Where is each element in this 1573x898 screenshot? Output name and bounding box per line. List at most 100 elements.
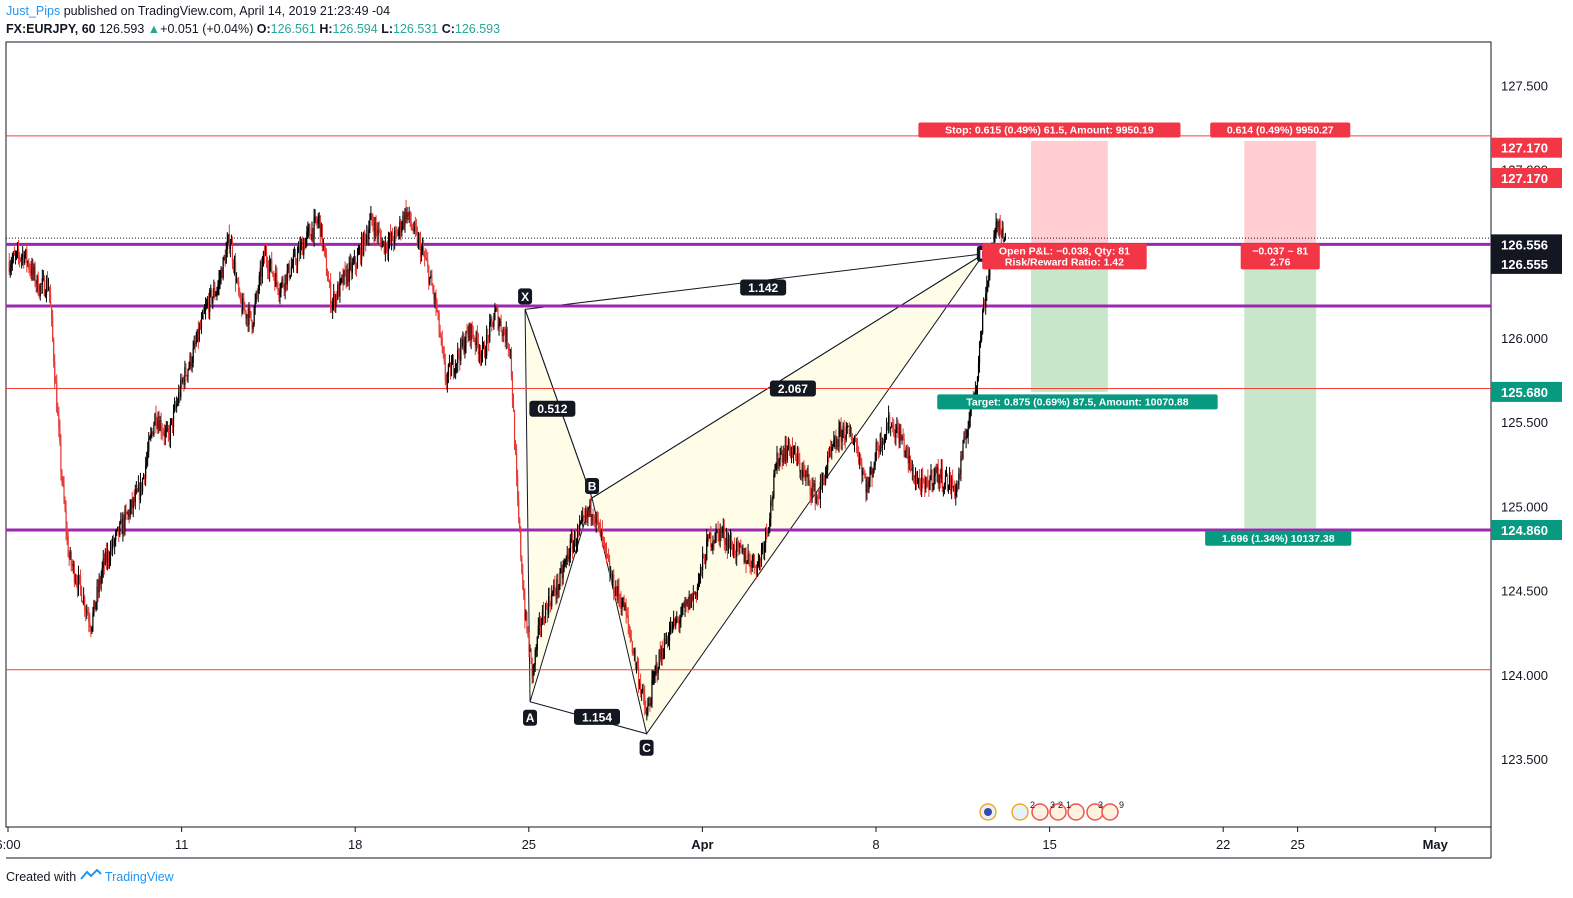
event-icon[interactable] bbox=[1049, 803, 1067, 821]
candle-body bbox=[667, 641, 670, 644]
candle-body bbox=[915, 475, 918, 484]
event-icon[interactable] bbox=[1031, 803, 1049, 821]
candle-body bbox=[837, 444, 839, 447]
high-value: 126.594 bbox=[332, 22, 378, 36]
candle-body bbox=[250, 311, 252, 321]
stop-zone[interactable] bbox=[1031, 140, 1108, 246]
candle-body bbox=[109, 547, 112, 561]
candle-body bbox=[748, 553, 750, 560]
ratio-label[interactable] bbox=[740, 279, 787, 296]
candle-body bbox=[36, 275, 38, 285]
candle-body bbox=[209, 291, 211, 313]
candle-body bbox=[426, 257, 428, 261]
candle-body bbox=[433, 290, 435, 300]
candle-body bbox=[988, 274, 990, 281]
pattern-point-b[interactable] bbox=[585, 477, 600, 494]
event-icon[interactable] bbox=[1101, 803, 1119, 821]
target-badge[interactable] bbox=[937, 394, 1218, 410]
event-count: 2 bbox=[1030, 800, 1035, 810]
candle-body bbox=[356, 255, 359, 268]
pnl-badge[interactable] bbox=[1240, 243, 1320, 270]
price-axis-badge-text: 124.860 bbox=[1501, 523, 1548, 538]
candle-body bbox=[330, 282, 332, 307]
tradingview-logo-icon[interactable] bbox=[79, 868, 105, 884]
candle-body bbox=[1004, 234, 1006, 240]
price-chart[interactable]: 127.500127.000126.500126.000125.500125.0… bbox=[0, 0, 1573, 862]
event-icon[interactable] bbox=[1067, 803, 1085, 821]
candle-body bbox=[720, 528, 722, 533]
events-row[interactable] bbox=[979, 803, 1119, 821]
candle-body bbox=[982, 311, 984, 333]
candle-body bbox=[497, 310, 499, 329]
candle-body bbox=[332, 301, 334, 310]
candle-body bbox=[987, 280, 989, 286]
candle-body bbox=[559, 571, 561, 586]
candle-body bbox=[227, 234, 229, 242]
candle-body bbox=[709, 532, 711, 539]
candle-body bbox=[79, 576, 82, 587]
candle-body bbox=[341, 275, 343, 279]
tradingview-brand[interactable]: TradingView bbox=[104, 870, 174, 884]
candle-body bbox=[334, 293, 336, 308]
stop-badge[interactable] bbox=[918, 122, 1181, 138]
candle-body bbox=[129, 507, 131, 518]
candle-body bbox=[213, 288, 215, 297]
candle-body bbox=[684, 603, 686, 607]
candle-body bbox=[101, 567, 103, 577]
candle-body bbox=[93, 600, 95, 613]
candle-body bbox=[857, 445, 859, 456]
ratio-label-text: 0.512 bbox=[537, 402, 567, 416]
candle-body bbox=[912, 468, 915, 482]
candle-body bbox=[411, 225, 413, 230]
candle-body bbox=[130, 499, 132, 508]
ratio-label[interactable] bbox=[529, 400, 576, 417]
candle-body bbox=[22, 253, 24, 257]
candle-body bbox=[638, 683, 641, 686]
target-zone[interactable] bbox=[1031, 245, 1108, 392]
candle-body bbox=[875, 442, 877, 461]
candle-body bbox=[564, 560, 566, 565]
candle-body bbox=[190, 354, 192, 367]
ratio-label[interactable] bbox=[769, 380, 816, 397]
candle-body bbox=[574, 533, 577, 546]
event-icon[interactable] bbox=[1011, 803, 1029, 821]
price-axis-badge-text: 126.556 bbox=[1501, 237, 1548, 252]
candle-body bbox=[633, 650, 636, 654]
candle-body bbox=[386, 249, 389, 252]
candle-body bbox=[142, 475, 145, 479]
candle-body bbox=[530, 648, 532, 658]
candle-body bbox=[572, 543, 575, 552]
pattern-point-c[interactable] bbox=[639, 739, 654, 756]
publish-text: published on TradingView.com, April 14, … bbox=[63, 4, 391, 18]
candle-body bbox=[347, 269, 349, 282]
candle-body bbox=[945, 473, 948, 477]
candle-body bbox=[594, 521, 596, 523]
target-badge-text: Target: 0.875 (0.69%) 87.5, Amount: 1007… bbox=[966, 396, 1189, 408]
candle-body bbox=[570, 538, 572, 540]
target-badge[interactable] bbox=[1205, 530, 1352, 546]
stop-badge[interactable] bbox=[1210, 122, 1351, 138]
candle-body bbox=[548, 595, 550, 615]
candle-body bbox=[810, 492, 812, 497]
candle-body bbox=[563, 564, 565, 569]
candle-body bbox=[964, 435, 966, 439]
candle-body bbox=[909, 455, 911, 469]
candle-body bbox=[255, 292, 257, 302]
pattern-point-a[interactable] bbox=[523, 709, 538, 726]
candle-body bbox=[775, 469, 777, 471]
candle-body bbox=[9, 267, 11, 273]
candle-body bbox=[133, 497, 135, 502]
open-value: 126.561 bbox=[270, 22, 316, 36]
target-zone[interactable] bbox=[1244, 245, 1317, 529]
pattern-point-x[interactable] bbox=[518, 288, 533, 305]
candle-body bbox=[477, 342, 479, 355]
candle-body bbox=[398, 230, 400, 236]
stop-zone[interactable] bbox=[1244, 140, 1317, 246]
ratio-label[interactable] bbox=[574, 708, 620, 725]
candle-body bbox=[578, 528, 580, 530]
pnl-badge[interactable] bbox=[982, 243, 1147, 270]
candle-body bbox=[944, 476, 947, 485]
candle-body bbox=[602, 537, 605, 541]
candle-body bbox=[86, 611, 88, 613]
author-link[interactable]: Just_Pips bbox=[6, 4, 61, 18]
